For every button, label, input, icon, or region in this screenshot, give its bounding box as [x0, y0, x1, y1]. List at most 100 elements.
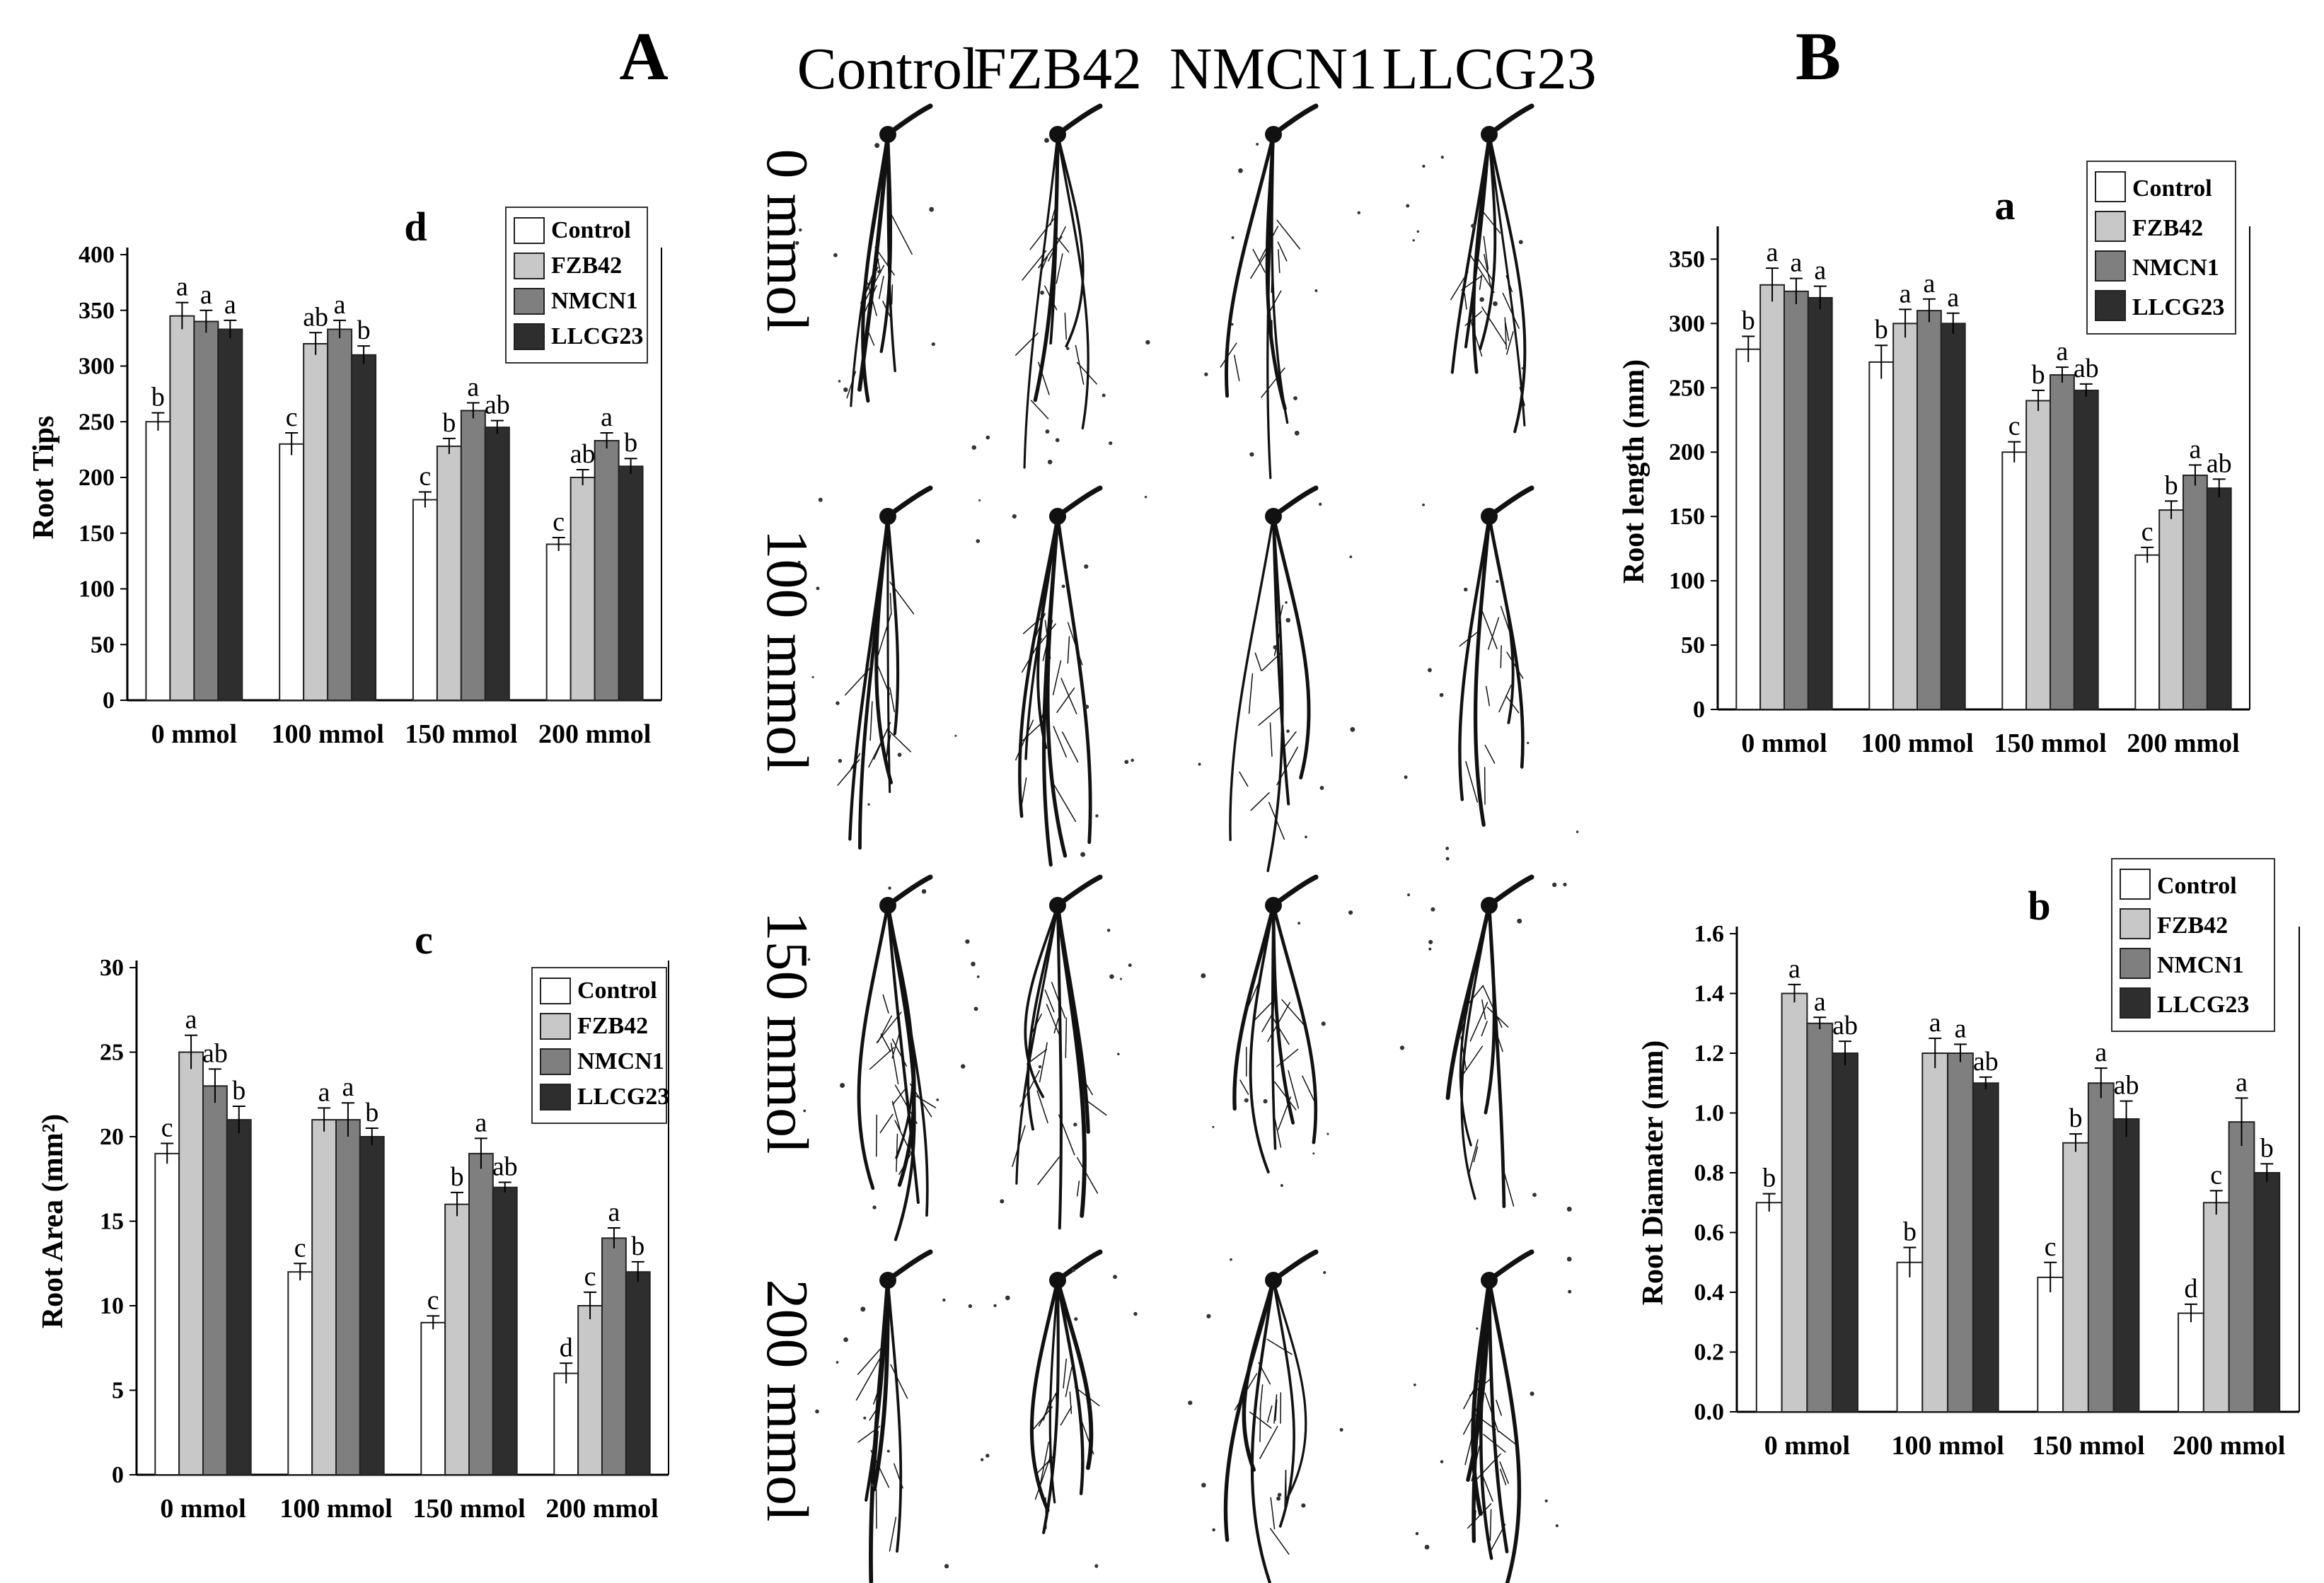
root-lateral	[1285, 1470, 1287, 1509]
photo-speck	[976, 975, 980, 978]
root-lateral	[1067, 622, 1083, 666]
significance-label: ab	[2207, 448, 2232, 478]
y-tick-label: 1.4	[1694, 981, 1725, 1007]
root-lateral	[1021, 777, 1027, 807]
bar-control-150-mmol	[2037, 1276, 2064, 1413]
photo-speck	[1293, 396, 1297, 400]
photo-speck	[968, 1304, 973, 1309]
bar-fzb42-150-mmol	[2025, 400, 2051, 710]
photo-speck	[1399, 1045, 1405, 1050]
legend-label-fzb42: FZB42	[2132, 215, 2203, 241]
root-lateral	[1484, 1392, 1499, 1432]
photo-speck	[1286, 729, 1290, 733]
y-tick-label: 300	[1669, 311, 1705, 337]
photo-speck	[836, 1361, 839, 1364]
root-lateral	[890, 1043, 899, 1085]
root-strand	[886, 514, 900, 736]
panel-label-a: A	[619, 18, 668, 94]
root-strand	[1024, 904, 1059, 1098]
root-lateral	[1480, 606, 1498, 649]
bar-fzb42-0-mmol	[169, 315, 195, 701]
significance-label: b	[442, 408, 456, 438]
significance-label: a	[467, 372, 479, 402]
photo-speck	[1407, 893, 1410, 897]
significance-label: a	[318, 1077, 330, 1107]
legend-label-fzb42: FZB42	[577, 1013, 648, 1039]
significance-label: a	[1955, 1014, 1967, 1043]
root-lateral	[894, 1463, 903, 1489]
root-lateral	[889, 687, 895, 712]
photo-speck	[1357, 211, 1361, 215]
root-lateral	[1250, 792, 1270, 811]
photo-speck	[1230, 1258, 1232, 1261]
root-strand	[1488, 133, 1526, 427]
root-lateral	[1288, 1069, 1300, 1109]
root-lateral	[1473, 1146, 1479, 1163]
y-axis-label: Root Diamater (mm)	[1637, 1040, 1670, 1306]
root-strand	[1046, 514, 1068, 858]
root-strand	[1056, 133, 1085, 348]
photo-speck	[1349, 555, 1353, 559]
photo-speck	[897, 753, 902, 757]
y-tick-label: 350	[79, 298, 115, 324]
root-lateral	[1053, 1018, 1059, 1034]
legend-label-llcg23: LLCG23	[551, 323, 643, 349]
bar-fzb42-200-mmol	[577, 1305, 603, 1475]
photo-speck	[874, 1397, 879, 1401]
root-lateral	[1302, 1075, 1317, 1104]
y-tick-label: 15	[100, 1209, 124, 1235]
photo-speck	[843, 1337, 848, 1343]
root-lateral	[1465, 760, 1479, 803]
root-lateral	[1259, 1384, 1264, 1411]
y-tick-label: 250	[79, 409, 115, 435]
root-lateral	[1060, 1405, 1073, 1426]
x-tick-label: 200 mmol	[2127, 729, 2239, 758]
legend-swatch-control	[540, 978, 571, 1004]
bar-control-100-mmol	[279, 443, 305, 701]
significance-label: a	[224, 290, 236, 320]
photo-speck	[944, 1564, 949, 1569]
root-strand	[1027, 904, 1059, 1131]
root-lateral	[1014, 719, 1034, 761]
root-lateral	[1044, 285, 1058, 311]
bar-fzb42-150-mmol	[444, 1203, 470, 1475]
photo-speck	[872, 1205, 877, 1210]
significance-label: a	[2056, 337, 2068, 366]
root-lateral	[1484, 253, 1493, 296]
bar-fzb42-100-mmol	[1921, 1053, 1949, 1413]
photo-speck	[840, 1083, 845, 1088]
root-lateral	[1464, 311, 1483, 326]
root-shoot	[1055, 485, 1103, 519]
photo-speck	[1412, 239, 1415, 242]
root-lateral	[1051, 781, 1077, 823]
root-strand	[1033, 132, 1060, 402]
legend-swatch-llcg23	[2120, 987, 2151, 1019]
root-lateral	[1496, 1399, 1503, 1416]
photo-speck	[1305, 835, 1307, 839]
significance-label: a	[2189, 434, 2201, 464]
root-lateral	[1494, 1029, 1503, 1053]
root-lateral	[1273, 1394, 1278, 1424]
significance-label: b	[2069, 1103, 2082, 1133]
root-lateral	[1273, 632, 1280, 656]
root-lateral	[1077, 1157, 1099, 1194]
photo-speck	[1005, 1295, 1010, 1301]
root-lateral	[1519, 386, 1525, 407]
root-lateral	[894, 1084, 918, 1125]
root-lateral	[1037, 1156, 1060, 1185]
y-tick-label: 0	[103, 688, 115, 714]
root-lateral	[1022, 614, 1046, 634]
photo-speck	[1348, 910, 1353, 915]
root-strand	[1266, 515, 1284, 872]
root-lateral	[1056, 253, 1063, 284]
photo-speck	[1440, 1460, 1444, 1463]
bar-control-200-mmol	[2134, 554, 2161, 710]
root-strand	[1484, 903, 1496, 1115]
photo-speck	[1131, 758, 1134, 762]
root-lateral	[1044, 620, 1051, 659]
root-lateral	[1046, 1004, 1061, 1038]
root-lateral	[1276, 746, 1298, 786]
photo-speck	[1445, 847, 1450, 850]
photo-speck	[1532, 1193, 1537, 1198]
